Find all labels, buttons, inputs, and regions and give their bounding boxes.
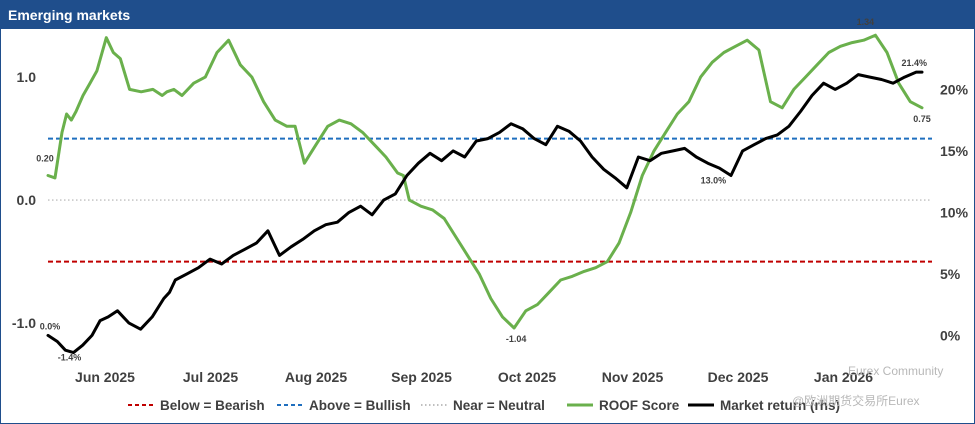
data-label: -1.04 — [506, 334, 527, 344]
left-tick-label: 0.0 — [17, 192, 37, 208]
x-tick-label: Oct 2025 — [498, 369, 557, 385]
x-tick-label: Jan 2026 — [814, 369, 873, 385]
x-tick-label: Aug 2025 — [285, 369, 347, 385]
data-label: 0.0% — [40, 321, 61, 331]
data-label: 0.75 — [913, 114, 931, 124]
right-tick-label: 0% — [940, 327, 961, 343]
right-tick-label: 5% — [940, 266, 961, 282]
left-tick-label: 1.0 — [17, 69, 37, 85]
left-tick-label: -1.0 — [12, 315, 36, 331]
watermark-line-1: Eurex Community — [848, 364, 943, 378]
legend-label: Below = Bearish — [160, 398, 265, 413]
watermark-line-2: @欧洲期货交易所Eurex — [792, 393, 920, 408]
legend-label: Market return (rhs) — [720, 398, 840, 413]
right-tick-label: 20% — [940, 81, 969, 97]
legend-label: Above = Bullish — [309, 398, 411, 413]
x-tick-label: Jul 2025 — [183, 369, 238, 385]
right-tick-label: 10% — [940, 204, 969, 220]
x-tick-label: Nov 2025 — [602, 369, 664, 385]
market-return-line — [46, 70, 924, 355]
right-tick-label: 15% — [940, 143, 969, 159]
x-tick-label: Jun 2025 — [75, 369, 135, 385]
x-tick-label: Sep 2025 — [391, 369, 452, 385]
legend-label: Near = Neutral — [453, 398, 545, 413]
roof-score-line — [46, 33, 924, 330]
legend-label: ROOF Score — [599, 398, 680, 413]
data-label: -1.4% — [58, 353, 82, 363]
data-label: 21.4% — [901, 58, 927, 68]
chart-title: Emerging markets — [1, 1, 974, 29]
data-label: 1.34 — [857, 17, 875, 27]
data-label: 13.0% — [701, 175, 727, 185]
x-tick-label: Dec 2025 — [708, 369, 769, 385]
data-label: 0.20 — [36, 153, 54, 163]
